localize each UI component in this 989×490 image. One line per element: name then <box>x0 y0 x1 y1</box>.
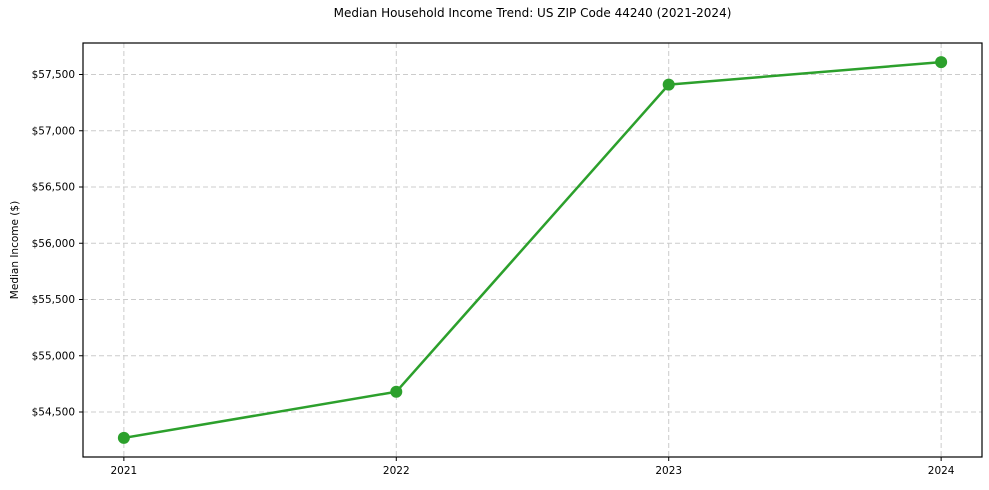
y-tick-label: $54,500 <box>32 407 75 419</box>
plot-border <box>82 42 983 458</box>
y-tick-label: $57,500 <box>32 69 75 81</box>
y-tick-label: $55,000 <box>32 350 75 362</box>
y-tick-label: $57,000 <box>32 125 75 137</box>
y-tick-label: $56,500 <box>32 182 75 194</box>
grid-layer <box>83 43 982 457</box>
data-point-marker <box>390 385 403 398</box>
x-tick-label: 2021 <box>110 465 137 477</box>
tick-marks <box>79 74 942 461</box>
trend-line <box>122 60 943 440</box>
data-point-marker <box>117 431 130 444</box>
x-tick-label: 2023 <box>655 465 682 477</box>
data-point-marker <box>935 56 948 69</box>
chart-title: Median Household Income Trend: US ZIP Co… <box>333 6 732 20</box>
y-tick-label: $56,000 <box>32 238 75 250</box>
x-tick-label: 2024 <box>928 465 955 477</box>
tick-labels: $54,500 $55,000 $55,500 $56,000 $56,500 $57,0… <box>32 69 955 477</box>
axes-spines <box>82 42 983 458</box>
y-tick-label: $55,500 <box>32 294 75 306</box>
x-tick-label: 2022 <box>383 465 410 477</box>
data-series <box>117 56 948 444</box>
data-point-marker <box>662 78 675 91</box>
